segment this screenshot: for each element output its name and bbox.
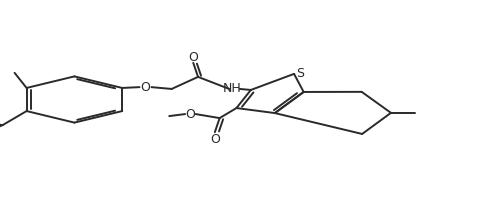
Text: O: O bbox=[210, 132, 220, 145]
Text: O: O bbox=[188, 51, 198, 64]
Text: NH: NH bbox=[222, 82, 241, 95]
Text: O: O bbox=[185, 107, 195, 120]
Text: O: O bbox=[140, 81, 150, 94]
Text: S: S bbox=[296, 66, 304, 79]
